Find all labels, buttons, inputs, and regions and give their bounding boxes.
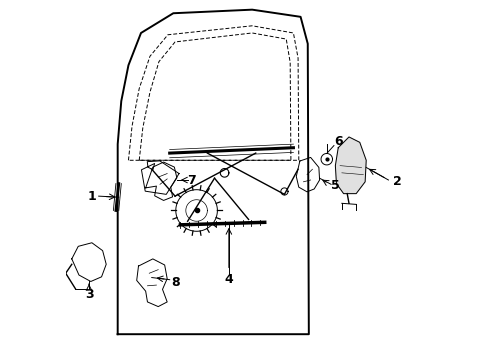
Text: 8: 8 xyxy=(171,276,179,289)
Text: 2: 2 xyxy=(393,175,402,188)
Text: 1: 1 xyxy=(87,190,96,203)
Text: 5: 5 xyxy=(331,179,340,192)
Text: 6: 6 xyxy=(335,135,343,148)
Polygon shape xyxy=(335,137,366,194)
Text: 7: 7 xyxy=(188,174,196,186)
Text: 3: 3 xyxy=(85,288,93,301)
Text: 4: 4 xyxy=(224,273,233,286)
